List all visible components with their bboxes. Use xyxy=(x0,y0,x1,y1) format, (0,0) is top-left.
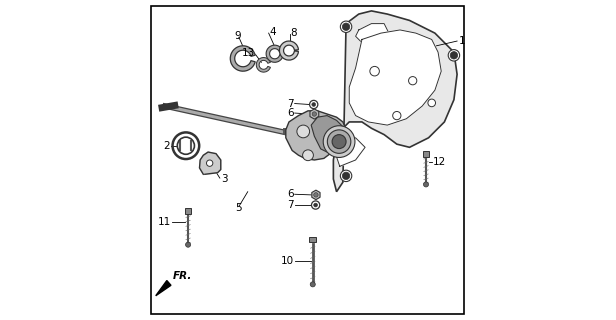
Circle shape xyxy=(312,112,317,116)
Polygon shape xyxy=(185,208,191,214)
Circle shape xyxy=(341,170,352,181)
Polygon shape xyxy=(311,116,351,157)
Circle shape xyxy=(206,160,213,166)
Text: 13: 13 xyxy=(241,48,254,58)
Polygon shape xyxy=(309,237,316,243)
Text: 12: 12 xyxy=(432,156,446,167)
Text: 7: 7 xyxy=(287,99,294,108)
Circle shape xyxy=(341,21,352,32)
Text: 1: 1 xyxy=(459,36,465,46)
Text: 3: 3 xyxy=(221,174,227,184)
Text: 11: 11 xyxy=(158,217,171,227)
Circle shape xyxy=(323,126,355,157)
Text: 8: 8 xyxy=(291,28,297,38)
Text: 2: 2 xyxy=(163,141,170,151)
Circle shape xyxy=(185,242,190,247)
Polygon shape xyxy=(312,190,320,200)
Text: 6: 6 xyxy=(287,108,294,118)
Wedge shape xyxy=(256,58,270,72)
Circle shape xyxy=(314,203,317,207)
Circle shape xyxy=(314,193,318,197)
Polygon shape xyxy=(336,138,365,166)
Text: 10: 10 xyxy=(281,256,294,266)
Circle shape xyxy=(408,76,417,85)
Polygon shape xyxy=(423,151,429,157)
Wedge shape xyxy=(280,41,298,60)
Circle shape xyxy=(312,103,315,106)
Circle shape xyxy=(342,23,350,30)
Circle shape xyxy=(423,182,429,187)
Circle shape xyxy=(332,135,346,148)
Circle shape xyxy=(428,99,436,107)
Text: 5: 5 xyxy=(235,203,241,212)
Text: FR.: FR. xyxy=(173,271,193,281)
Circle shape xyxy=(302,150,314,161)
Text: 7: 7 xyxy=(287,200,294,210)
Text: 4: 4 xyxy=(269,27,276,36)
Polygon shape xyxy=(349,30,441,125)
Circle shape xyxy=(392,111,401,120)
Polygon shape xyxy=(333,11,457,192)
Polygon shape xyxy=(310,109,318,119)
Wedge shape xyxy=(230,46,255,71)
Circle shape xyxy=(297,125,310,138)
Circle shape xyxy=(342,172,350,180)
Circle shape xyxy=(310,282,315,287)
Wedge shape xyxy=(266,45,283,62)
Circle shape xyxy=(327,130,351,153)
Text: 6: 6 xyxy=(287,189,294,199)
Text: 9: 9 xyxy=(235,31,241,41)
Circle shape xyxy=(448,50,460,61)
Polygon shape xyxy=(200,152,221,174)
Polygon shape xyxy=(286,111,346,160)
Polygon shape xyxy=(156,281,171,296)
Circle shape xyxy=(450,52,458,59)
Circle shape xyxy=(370,67,379,76)
Polygon shape xyxy=(355,24,391,46)
